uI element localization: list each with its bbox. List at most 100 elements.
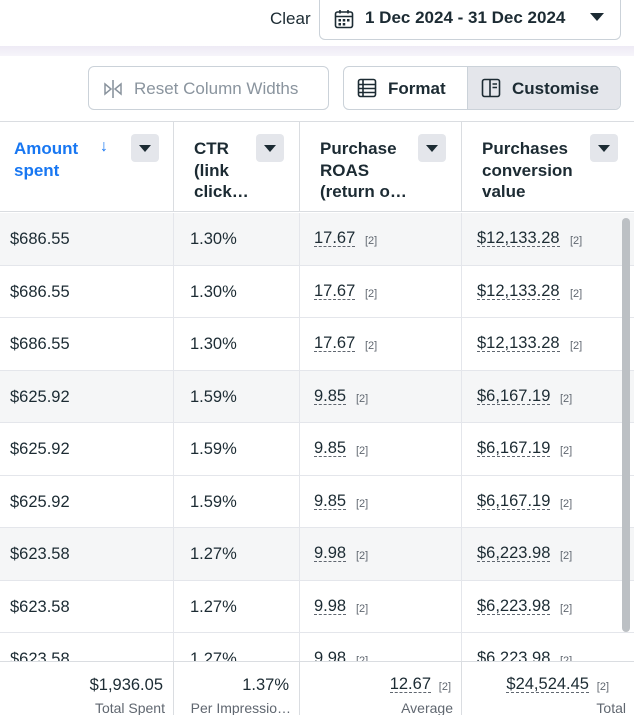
chevron-down-icon bbox=[590, 13, 604, 21]
cell-purchase-roas: 9.98 [2] bbox=[300, 633, 462, 661]
summary-amount-spent-label: Total Spent bbox=[94, 700, 165, 715]
column-header-ctr-label: CTR (link click… bbox=[194, 139, 249, 201]
summary-purchase-roas-footnote[interactable]: [2] bbox=[438, 681, 451, 693]
table-row[interactable]: $625.92 1.59% 9.85 [2] $6,167.19 [2] bbox=[0, 370, 634, 423]
cell-purchases-conversion-value-footnote[interactable]: [2] bbox=[560, 392, 573, 405]
cell-purchase-roas-footnote[interactable]: [2] bbox=[365, 340, 378, 352]
cell-purchase-roas-value[interactable]: 9.98 bbox=[314, 596, 347, 615]
cell-purchases-conversion-value: $12,133.28 [2] bbox=[462, 266, 634, 319]
cell-purchases-conversion-value-value[interactable]: $12,133.28 bbox=[477, 229, 560, 247]
cell-purchase-roas-footnote[interactable]: [2] bbox=[365, 235, 378, 247]
table-row[interactable]: $686.55 1.30% 17.67 [2] $12,133.28 [2] bbox=[0, 318, 634, 371]
date-range-picker[interactable]: 1 Dec 2024 - 31 Dec 2024 bbox=[319, 0, 621, 40]
cell-ctr-value: 1.30% bbox=[190, 335, 237, 353]
cell-ctr: 1.59% bbox=[174, 475, 300, 528]
cell-purchase-roas-footnote[interactable]: [2] bbox=[356, 602, 369, 615]
column-header-purchase-roas[interactable]: Purchase ROAS (return o… bbox=[300, 122, 462, 212]
column-menu-button-purchases-conversion-value[interactable] bbox=[590, 134, 618, 162]
cell-purchase-roas-value[interactable]: 9.98 bbox=[314, 544, 347, 562]
cell-amount-spent-value: $686.55 bbox=[10, 335, 70, 353]
data-table: Amount spent ↓ CTR (link click… Purchase… bbox=[0, 121, 634, 715]
cell-purchase-roas-value[interactable]: 17.67 bbox=[314, 281, 356, 300]
caret-down-icon bbox=[426, 145, 438, 152]
cell-purchase-roas: 9.85 [2] bbox=[300, 475, 462, 528]
column-header-purchases-conversion-value[interactable]: Purchases conversion value bbox=[462, 122, 634, 212]
cell-purchases-conversion-value-value[interactable]: $12,133.28 bbox=[477, 334, 560, 352]
reset-column-widths-label: Reset Column Widths bbox=[134, 79, 299, 98]
cell-purchase-roas: 17.67 [2] bbox=[300, 318, 462, 371]
column-header-ctr[interactable]: CTR (link click… bbox=[174, 122, 300, 212]
cell-ctr-value: 1.27% bbox=[190, 597, 237, 616]
cell-purchase-roas-footnote[interactable]: [2] bbox=[356, 497, 369, 510]
cell-purchase-roas-value[interactable]: 17.67 bbox=[314, 334, 356, 352]
cell-purchase-roas: 9.85 [2] bbox=[300, 423, 462, 476]
cell-purchases-conversion-value-value[interactable]: $12,133.28 bbox=[477, 281, 560, 300]
cell-purchases-conversion-value: $6,223.98 [2] bbox=[462, 581, 634, 634]
cell-amount-spent-value: $686.55 bbox=[10, 282, 70, 301]
clear-link[interactable]: Clear bbox=[270, 9, 311, 28]
cell-ctr: 1.27% bbox=[174, 633, 300, 661]
cell-ctr-value: 1.59% bbox=[190, 440, 237, 458]
cell-purchase-roas-value[interactable]: 17.67 bbox=[314, 229, 356, 247]
cell-purchases-conversion-value-footnote[interactable]: [2] bbox=[560, 445, 573, 457]
cell-ctr: 1.27% bbox=[174, 580, 300, 633]
cell-purchase-roas-value[interactable]: 9.98 bbox=[314, 650, 346, 661]
cell-purchase-roas-footnote[interactable]: [2] bbox=[356, 550, 369, 562]
cell-purchase-roas-value[interactable]: 9.85 bbox=[314, 439, 347, 457]
column-header-amount-spent[interactable]: Amount spent ↓ bbox=[0, 122, 174, 212]
format-button[interactable]: Format bbox=[344, 67, 467, 109]
table-row[interactable]: $623.58 1.27% 9.98 [2] $6,223.98 [2] bbox=[0, 580, 634, 634]
column-menu-button-amount-spent[interactable] bbox=[131, 134, 159, 162]
column-resize-icon bbox=[104, 80, 122, 98]
summary-purchase-roas-value[interactable]: 12.67 bbox=[389, 675, 431, 693]
cell-purchases-conversion-value-footnote[interactable]: [2] bbox=[570, 235, 583, 247]
cell-amount-spent-value: $625.92 bbox=[10, 440, 70, 458]
cell-purchases-conversion-value-value[interactable]: $6,223.98 bbox=[477, 650, 550, 661]
cell-purchase-roas-value[interactable]: 9.85 bbox=[314, 491, 347, 510]
table-row[interactable]: $623.58 1.27% 9.98 [2] $6,223.98 [2] bbox=[0, 633, 634, 661]
caret-down-icon bbox=[264, 145, 276, 152]
format-label: Format bbox=[388, 79, 446, 98]
sort-descending-icon[interactable]: ↓ bbox=[100, 138, 108, 155]
table-row[interactable]: $625.92 1.59% 9.85 [2] $6,167.19 [2] bbox=[0, 423, 634, 476]
cell-purchases-conversion-value-value[interactable]: $6,167.19 bbox=[477, 386, 551, 405]
column-menu-button-ctr[interactable] bbox=[256, 134, 284, 162]
cell-purchases-conversion-value-footnote[interactable]: [2] bbox=[560, 497, 573, 510]
cell-purchases-conversion-value-footnote[interactable]: [2] bbox=[570, 340, 583, 352]
cell-purchases-conversion-value-footnote[interactable]: [2] bbox=[570, 287, 583, 300]
table-body: $686.55 1.30% 17.67 [2] $12,133.28 [2] $686.55… bbox=[0, 213, 634, 661]
cell-purchase-roas-footnote[interactable]: [2] bbox=[356, 445, 369, 457]
cell-purchases-conversion-value-value[interactable]: $6,167.19 bbox=[477, 491, 551, 510]
summary-purchases-conversion-value-value[interactable]: $24,524.45 bbox=[506, 675, 589, 693]
cell-purchases-conversion-value-footnote[interactable]: [2] bbox=[560, 602, 573, 615]
cell-purchases-conversion-value-footnote[interactable]: [2] bbox=[560, 550, 573, 562]
cell-ctr-value: 1.59% bbox=[190, 492, 237, 511]
cell-purchases-conversion-value-value[interactable]: $6,167.19 bbox=[477, 439, 551, 457]
cell-purchases-conversion-value-value[interactable]: $6,223.98 bbox=[477, 596, 551, 615]
cell-amount-spent: $623.58 bbox=[0, 633, 174, 661]
summary-purchases-conversion-value-footnote[interactable]: [2] bbox=[596, 681, 609, 693]
table-row[interactable]: $686.55 1.30% 17.67 [2] $12,133.28 [2] bbox=[0, 213, 634, 266]
cell-ctr-value: 1.30% bbox=[190, 230, 237, 248]
table-row[interactable]: $686.55 1.30% 17.67 [2] $12,133.28 [2] bbox=[0, 265, 634, 319]
summary-amount-spent-value: $1,936.05 bbox=[89, 676, 163, 694]
calendar-icon bbox=[334, 10, 354, 29]
cell-purchase-roas: 9.98 [2] bbox=[300, 528, 462, 581]
cell-purchase-roas: 9.85 [2] bbox=[300, 370, 462, 423]
cell-purchase-roas-footnote[interactable]: [2] bbox=[365, 287, 378, 300]
cell-purchase-roas-footnote[interactable]: [2] bbox=[356, 655, 369, 661]
cell-purchase-roas-value[interactable]: 9.85 bbox=[314, 386, 347, 405]
table-row[interactable]: $623.58 1.27% 9.98 [2] $6,223.98 [2] bbox=[0, 528, 634, 581]
vertical-scrollbar[interactable] bbox=[622, 218, 630, 632]
column-header-amount-spent-label: Amount spent bbox=[14, 139, 79, 180]
table-format-icon bbox=[357, 78, 377, 98]
cell-purchase-roas-footnote[interactable]: [2] bbox=[356, 392, 369, 405]
column-menu-button-purchase-roas[interactable] bbox=[418, 134, 446, 162]
customise-button[interactable]: Customise bbox=[467, 67, 620, 109]
cell-amount-spent-value: $625.92 bbox=[10, 387, 70, 406]
table-row[interactable]: $625.92 1.59% 9.85 [2] $6,167.19 [2] bbox=[0, 475, 634, 528]
cell-purchases-conversion-value-footnote[interactable]: [2] bbox=[560, 655, 573, 661]
cell-purchases-conversion-value-value[interactable]: $6,223.98 bbox=[477, 544, 551, 562]
reset-column-widths-button[interactable]: Reset Column Widths bbox=[88, 66, 329, 110]
cell-amount-spent-value: $625.92 bbox=[10, 492, 70, 511]
